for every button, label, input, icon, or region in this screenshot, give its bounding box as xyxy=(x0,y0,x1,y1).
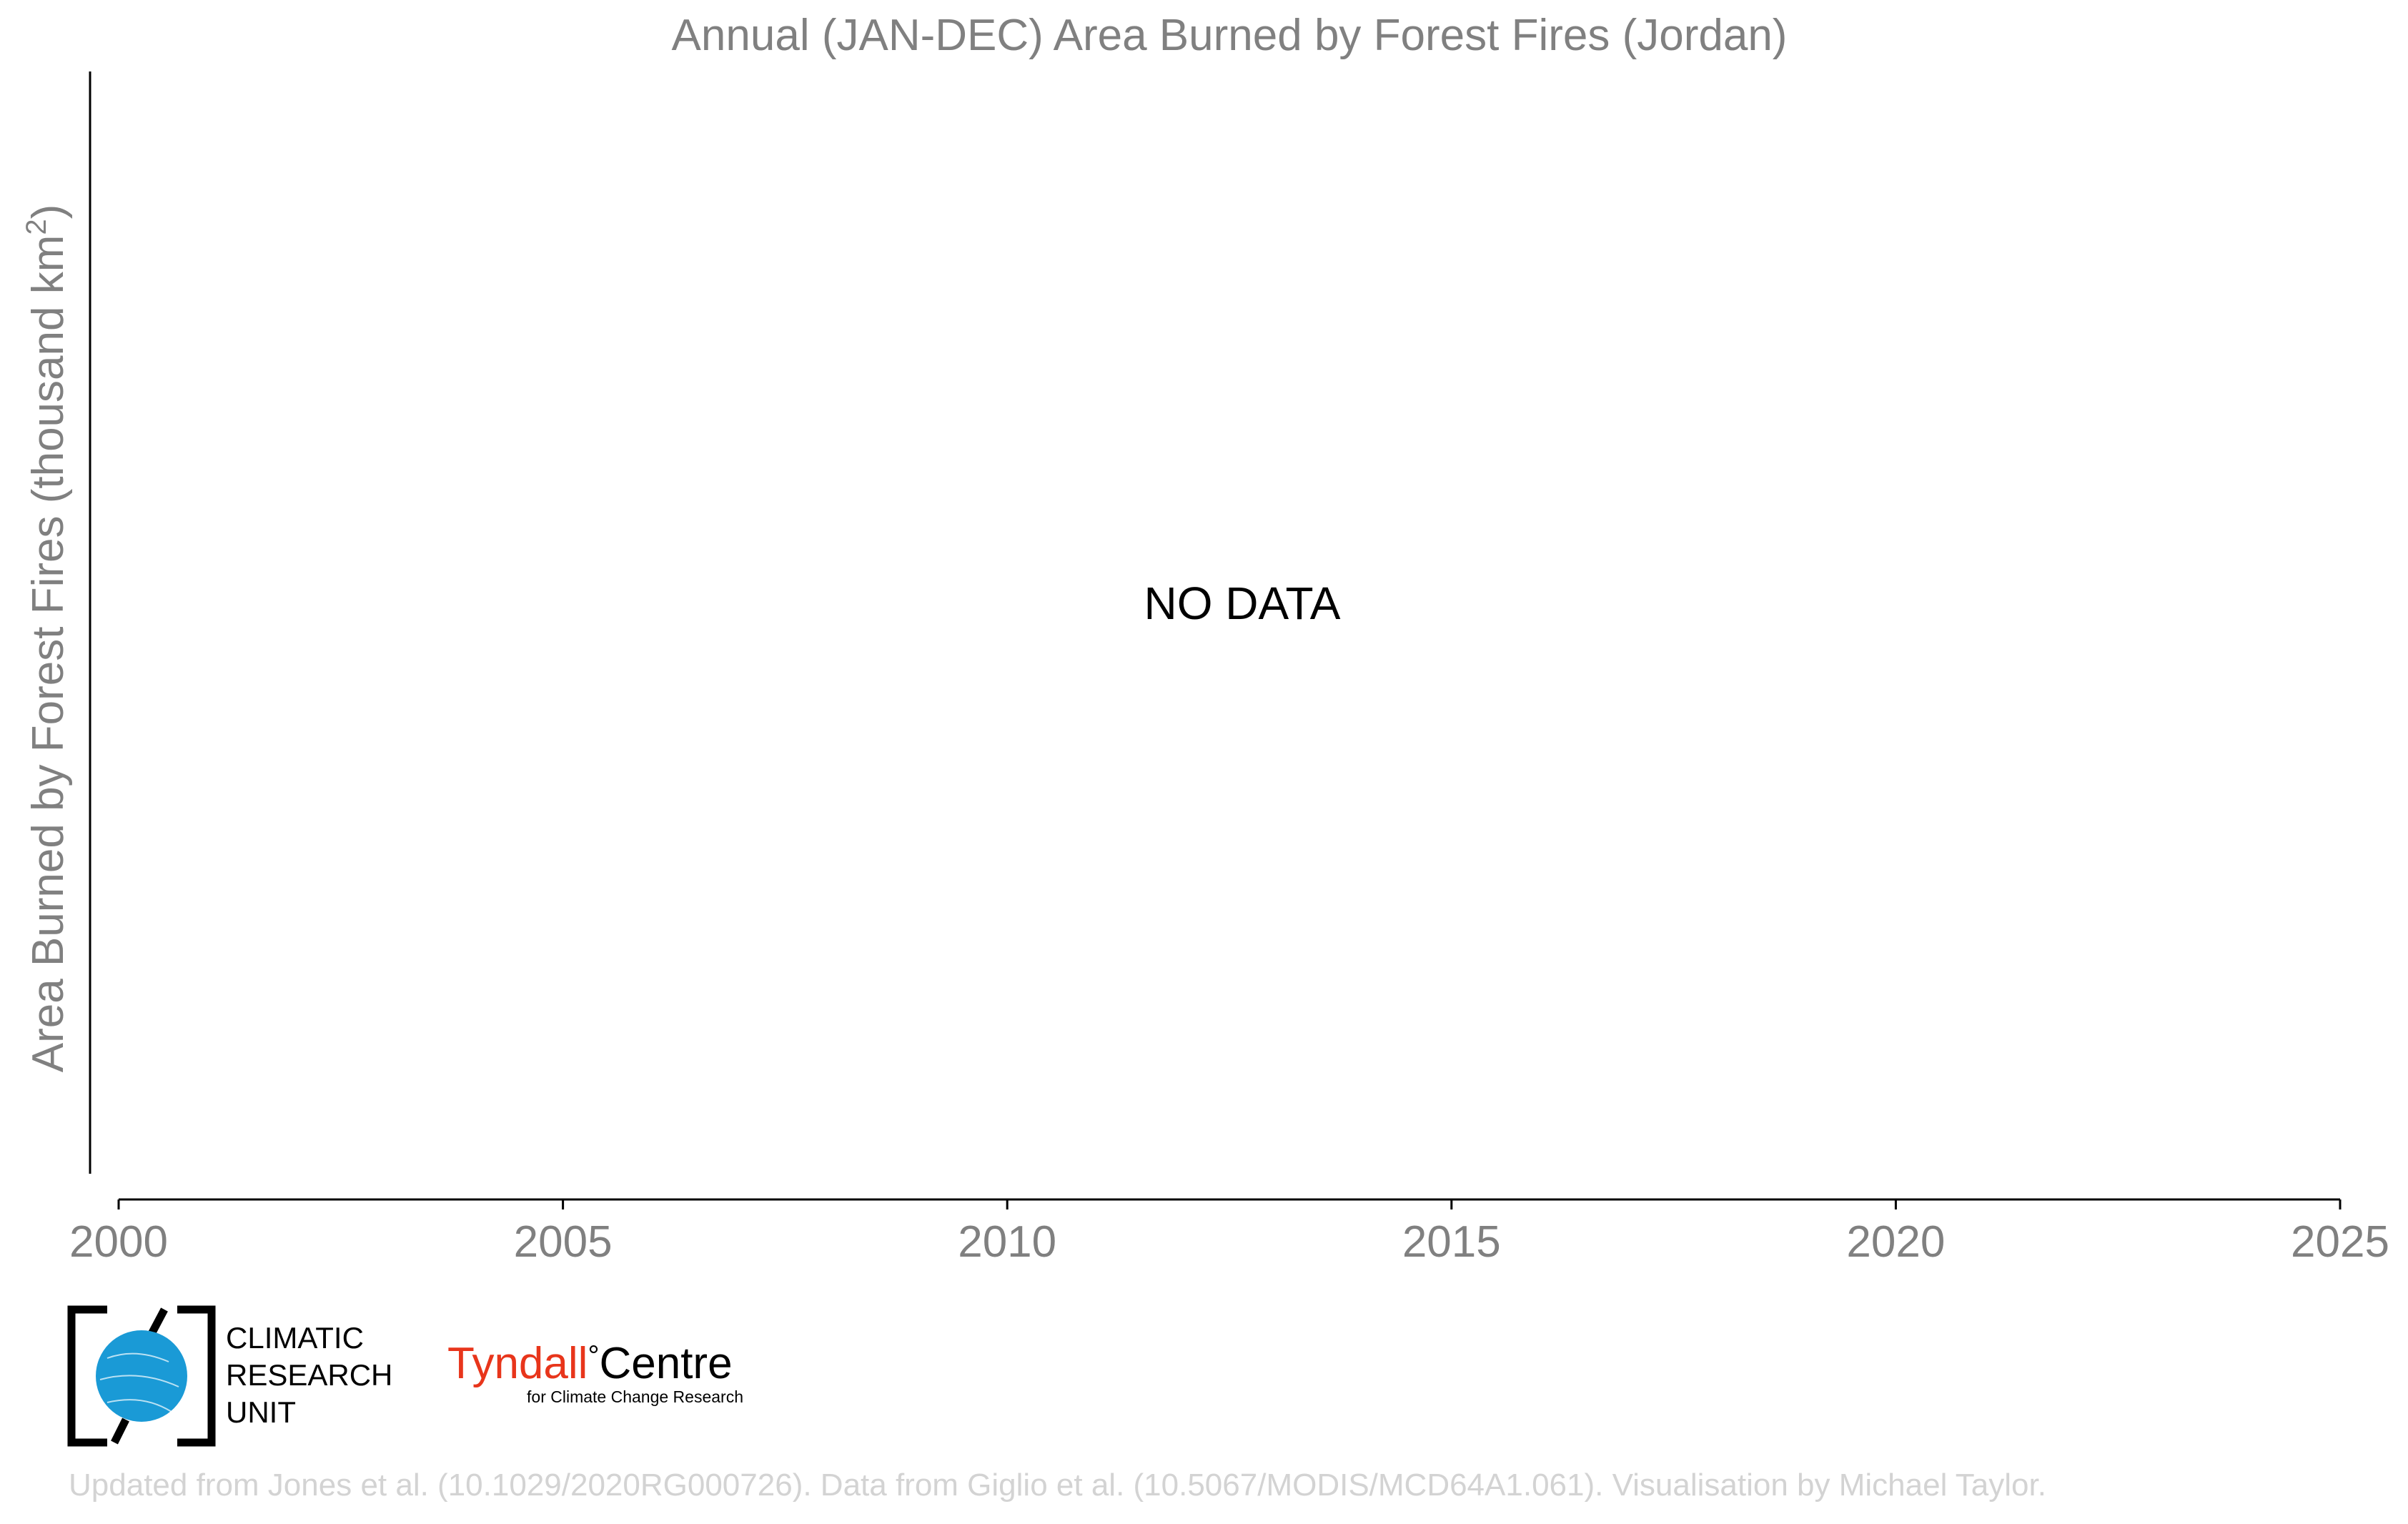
x-tick-label: 2015 xyxy=(1402,1217,1501,1267)
cru-text-line3: UNIT xyxy=(226,1395,296,1429)
tyndall-centre: Centre xyxy=(599,1339,732,1388)
y-axis-label-main: Area Burned by Forest Fires (thousand km xyxy=(24,235,73,1073)
no-data-annotation: NO DATA xyxy=(1144,578,1341,629)
x-tick-label: 2005 xyxy=(514,1217,613,1267)
cru-slash-bottom-icon xyxy=(111,1417,129,1445)
x-tick-label: 2020 xyxy=(1846,1217,1945,1267)
x-axis-ticks: 2000 2005 2010 2015 2020 2025 xyxy=(69,1199,2389,1267)
cru-bracket-right-icon xyxy=(177,1305,216,1447)
x-tick-label: 2010 xyxy=(958,1217,1056,1267)
cru-text-line2: RESEARCH xyxy=(226,1358,392,1392)
cru-logo: CLIMATIC RESEARCH UNIT xyxy=(67,1305,392,1447)
credit-text: Updated from Jones et al. (10.1029/2020R… xyxy=(69,1468,2046,1503)
tyndall-word: Tyndall xyxy=(447,1339,588,1388)
chart-title: Annual (JAN-DEC) Area Burned by Forest F… xyxy=(672,11,1788,60)
x-tick-label: 2000 xyxy=(69,1217,168,1267)
tyndall-logo: Tyndall°Centre for Climate Change Resear… xyxy=(447,1339,743,1406)
y-axis-label: Area Burned by Forest Fires (thousand km… xyxy=(21,204,73,1073)
tyndall-wordmark: Tyndall°Centre xyxy=(447,1339,733,1388)
tyndall-subtitle: for Climate Change Research xyxy=(527,1387,743,1406)
cru-text-line1: CLIMATIC xyxy=(226,1321,364,1355)
x-tick-label: 2025 xyxy=(2291,1217,2389,1267)
globe-contour-icon xyxy=(99,1352,179,1412)
cru-slash-top-icon xyxy=(148,1307,168,1336)
tyndall-degree: ° xyxy=(588,1340,599,1372)
cru-bracket-left-icon xyxy=(67,1305,107,1447)
y-axis-label-superscript: 2 xyxy=(21,219,52,234)
y-axis-label-close: ) xyxy=(24,204,73,219)
